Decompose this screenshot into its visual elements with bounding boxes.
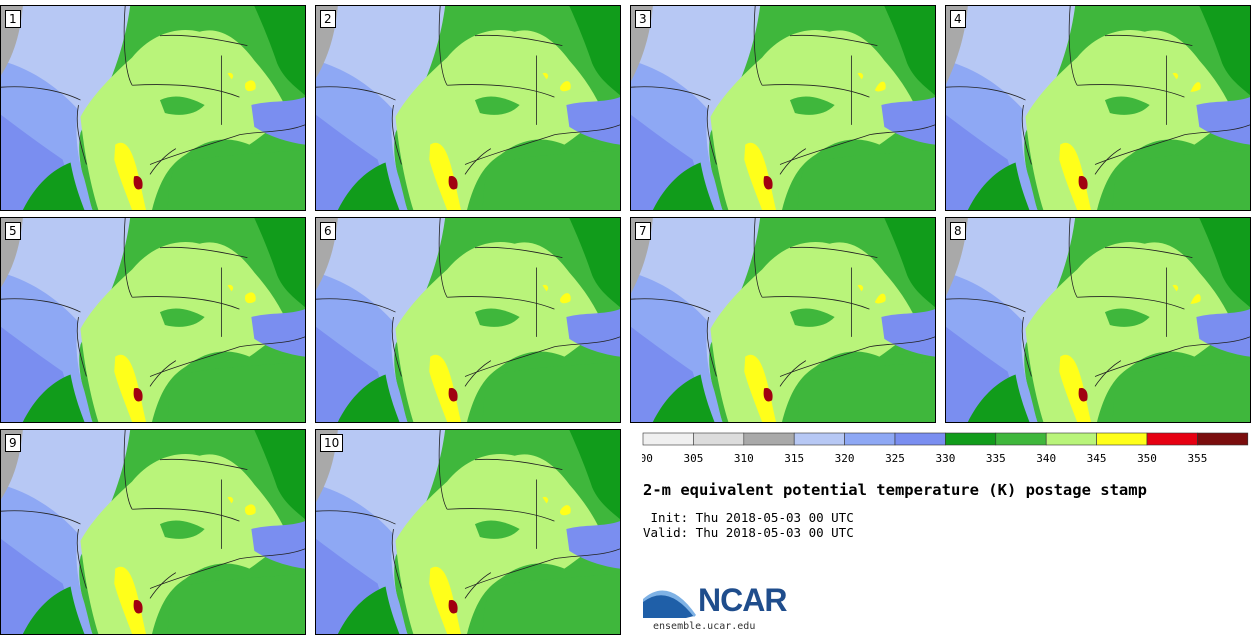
colorbar-swatch	[693, 432, 745, 446]
colorbar-swatch	[945, 432, 997, 446]
colorbar-swatch	[642, 432, 694, 446]
map-panel: 2	[315, 5, 621, 211]
colorbar-swatch	[793, 432, 845, 446]
panel-number: 6	[320, 222, 336, 240]
colorbar-swatch	[894, 432, 946, 446]
colorbar-tick-label: 355	[1187, 452, 1207, 465]
panel-number: 7	[635, 222, 651, 240]
figure-title: 2-m equivalent potential temperature (K)…	[643, 481, 1147, 499]
colorbar-swatch	[743, 432, 795, 446]
panel-number: 9	[5, 434, 21, 452]
colorbar-tick-label: 300	[642, 452, 653, 465]
logo-url: ensemble.ucar.edu	[653, 621, 756, 632]
colorbar-swatch	[1146, 432, 1198, 446]
panel-number: 1	[5, 10, 21, 28]
colorbar-tick-label: 310	[734, 452, 754, 465]
map-panel: 9	[0, 429, 306, 635]
colorbar-swatch	[995, 432, 1047, 446]
colorbar-tick-label: 330	[935, 452, 955, 465]
map-panel: 6	[315, 217, 621, 423]
panel-number: 4	[950, 10, 966, 28]
map-panel: 7	[630, 217, 936, 423]
colorbar-swatch	[1096, 432, 1148, 446]
valid-time: Valid: Thu 2018-05-03 00 UTC	[643, 525, 854, 540]
map-panel: 1	[0, 5, 306, 211]
colorbar-tick-label: 325	[885, 452, 905, 465]
colorbar: 300 305 310 315 320 325 330 335 340 345 350 355	[642, 432, 1249, 465]
colorbar-tick-label: 320	[835, 452, 855, 465]
map-panel: 10	[315, 429, 621, 635]
colorbar-swatch	[1045, 432, 1097, 446]
colorbar-tick-label: 350	[1137, 452, 1157, 465]
map-panel: 4	[945, 5, 1251, 211]
ncar-logo	[643, 590, 696, 618]
map-panel: 5	[0, 217, 306, 423]
colorbar-tick-label: 335	[986, 452, 1006, 465]
colorbar-tick-label: 340	[1036, 452, 1056, 465]
colorbar-swatch	[844, 432, 896, 446]
colorbar-tick-label: 345	[1087, 452, 1107, 465]
map-panel: 8	[945, 217, 1251, 423]
map-panel: 3	[630, 5, 936, 211]
colorbar-tick-label: 305	[683, 452, 703, 465]
panel-number: 8	[950, 222, 966, 240]
init-time: Init: Thu 2018-05-03 00 UTC	[643, 510, 854, 525]
ncar-logo-text: NCAR	[698, 582, 787, 618]
panel-number: 2	[320, 10, 336, 28]
panel-number: 10	[320, 434, 344, 452]
colorbar-swatch	[1197, 432, 1249, 446]
panel-number: 3	[635, 10, 651, 28]
colorbar-tick-label: 315	[784, 452, 804, 465]
panel-number: 5	[5, 222, 21, 240]
